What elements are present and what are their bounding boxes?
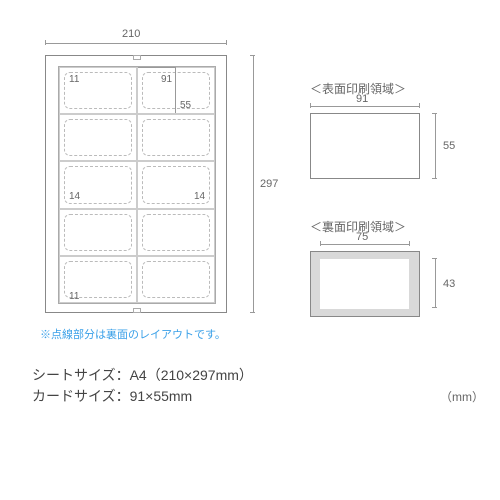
notch-top: [133, 55, 141, 60]
front-box: [310, 113, 420, 179]
tick: [432, 113, 437, 114]
card-cell: [59, 114, 137, 161]
diagram: 210 297 11 91 14 14 11 55 ＜表面印刷領域＞: [0, 0, 500, 500]
front-w-line: [310, 106, 420, 107]
dash-area: [64, 119, 132, 156]
dim-card-h-line: [175, 67, 176, 113]
dim-card-w-line: [138, 67, 175, 68]
tick: [250, 55, 255, 56]
tick: [432, 258, 437, 259]
sheet-outline: 11 91 14 14 11: [45, 55, 227, 313]
dash-area: [142, 214, 210, 251]
card-cell: [137, 114, 215, 161]
lbl-card-w: 91: [161, 74, 172, 85]
dim-line-top: [45, 43, 227, 44]
card-grid: [58, 66, 216, 304]
lbl-bottom-margin: 11: [69, 291, 79, 302]
tick: [226, 40, 227, 45]
tick: [419, 103, 420, 108]
front-h-line: [435, 113, 436, 179]
tick: [432, 178, 437, 179]
tick: [320, 241, 321, 246]
back-w: 75: [356, 231, 368, 243]
tick: [432, 307, 437, 308]
card-cell: [137, 256, 215, 303]
dash-area: [142, 72, 210, 109]
dash-area: [142, 261, 210, 298]
unit-text: （mm）: [440, 388, 484, 405]
card-cell: [137, 209, 215, 256]
lbl-right-margin: 14: [194, 191, 205, 202]
dim-sheet-height: 297: [260, 178, 278, 190]
tick: [250, 312, 255, 313]
dim-line-right: [253, 55, 254, 313]
front-w: 91: [356, 93, 368, 105]
back-box: [310, 251, 420, 317]
tick: [45, 40, 46, 45]
lbl-top-margin: 11: [69, 74, 79, 85]
lbl-left-margin: 14: [69, 191, 80, 202]
back-inner: [320, 259, 409, 309]
tick: [310, 103, 311, 108]
dash-area: [64, 214, 132, 251]
front-h: 55: [443, 140, 455, 152]
note-text: ※点線部分は裏面のレイアウトです。: [40, 326, 226, 342]
back-w-line: [320, 244, 410, 245]
tick: [409, 241, 410, 246]
card-cell: [137, 67, 215, 114]
sheet-size-text: シートサイズ：A4（210×297mm）: [32, 365, 253, 385]
notch-bottom: [133, 308, 141, 313]
card-cell: [59, 209, 137, 256]
dash-area: [142, 119, 210, 156]
lbl-card-h: 55: [180, 100, 191, 111]
dim-sheet-width: 210: [122, 28, 140, 40]
back-h-line: [435, 258, 436, 308]
card-size-text: カードサイズ：91×55mm: [32, 386, 192, 406]
back-h: 43: [443, 278, 455, 290]
